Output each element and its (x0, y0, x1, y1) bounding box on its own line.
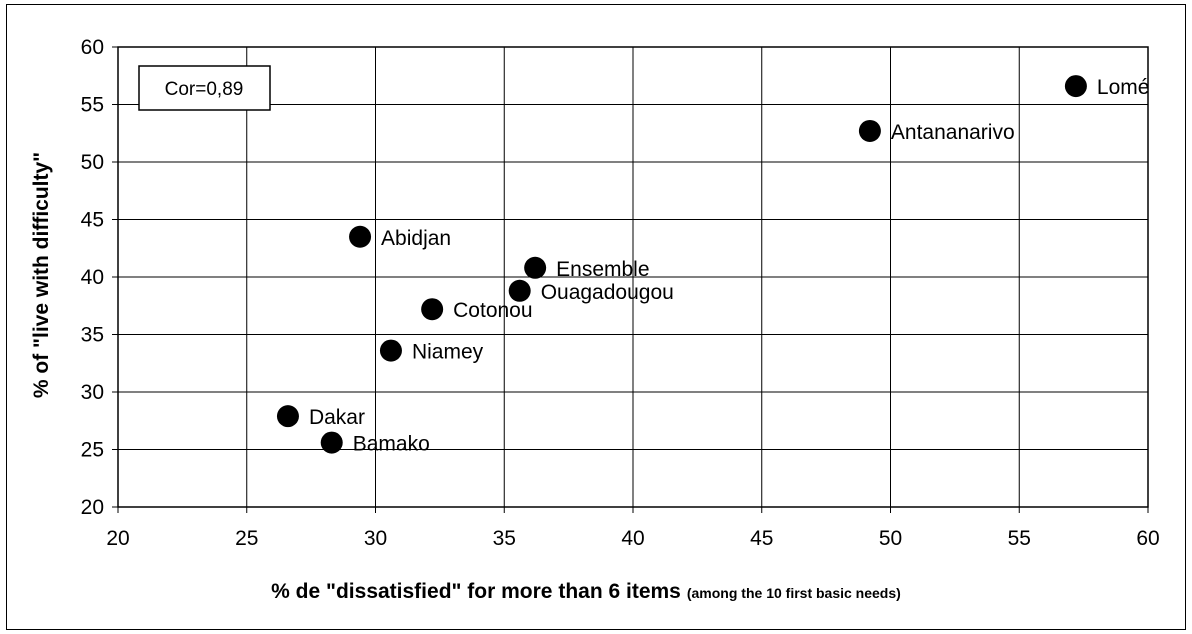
x-tick-label: 40 (621, 527, 644, 550)
correlation-box: Cor=0,89 (138, 65, 271, 111)
data-point (858, 119, 881, 142)
x-axis-label-main: % de "dissatisfied" for more than 6 item… (271, 580, 681, 603)
y-tick-label: 25 (81, 439, 104, 462)
y-tick-label: 35 (81, 324, 104, 347)
y-tick-label: 40 (81, 266, 104, 289)
correlation-text: Cor=0,89 (165, 79, 244, 100)
data-point-label: Ouagadougou (541, 281, 674, 304)
data-point (508, 279, 531, 302)
y-tick-label: 20 (81, 496, 104, 519)
data-point-label: Dakar (309, 406, 365, 429)
data-point-label: Abidjan (381, 227, 451, 250)
x-axis-label: % de "dissatisfied" for more than 6 item… (271, 580, 901, 603)
x-tick-label: 45 (750, 527, 773, 550)
x-tick-label: 25 (235, 527, 258, 550)
y-tick-label: 55 (81, 94, 104, 117)
data-point-label: Antananarivo (891, 121, 1015, 144)
data-point (276, 405, 299, 428)
x-axis-ticks: 20 25 30 35 40 45 50 55 60 (106, 507, 1160, 550)
data-point (320, 431, 343, 454)
data-point (349, 225, 372, 248)
data-point-label: Bamako (353, 433, 430, 456)
data-point-label: Niamey (412, 341, 484, 364)
data-point (421, 298, 444, 321)
data-point-label: Cotonou (453, 299, 532, 322)
y-axis-label: % of "live with difficulty" (30, 152, 53, 398)
x-tick-label: 55 (1008, 527, 1031, 550)
y-tick-label: 60 (81, 36, 104, 59)
data-point (1064, 75, 1087, 98)
data-point-label: Ensemble (556, 258, 649, 281)
x-tick-label: 60 (1136, 527, 1159, 550)
data-point (524, 256, 547, 279)
y-tick-label: 45 (81, 209, 104, 232)
x-tick-label: 30 (364, 527, 387, 550)
chart-frame (6, 4, 1186, 630)
data-points: Lomé Antananarivo Abidjan EnsembleOuagadoug… (276, 75, 1150, 456)
x-tick-label: 50 (879, 527, 902, 550)
data-point-label: Lomé (1097, 76, 1150, 99)
y-tick-label: 50 (81, 151, 104, 174)
y-axis-ticks: 20 25 30 35 40 45 50 55 60 (81, 36, 118, 519)
y-tick-label: 30 (81, 381, 104, 404)
x-tick-label: 20 (106, 527, 129, 550)
data-point (379, 339, 402, 362)
x-axis-label-note: (among the 10 first basic needs) (687, 585, 901, 601)
x-tick-label: 35 (493, 527, 516, 550)
